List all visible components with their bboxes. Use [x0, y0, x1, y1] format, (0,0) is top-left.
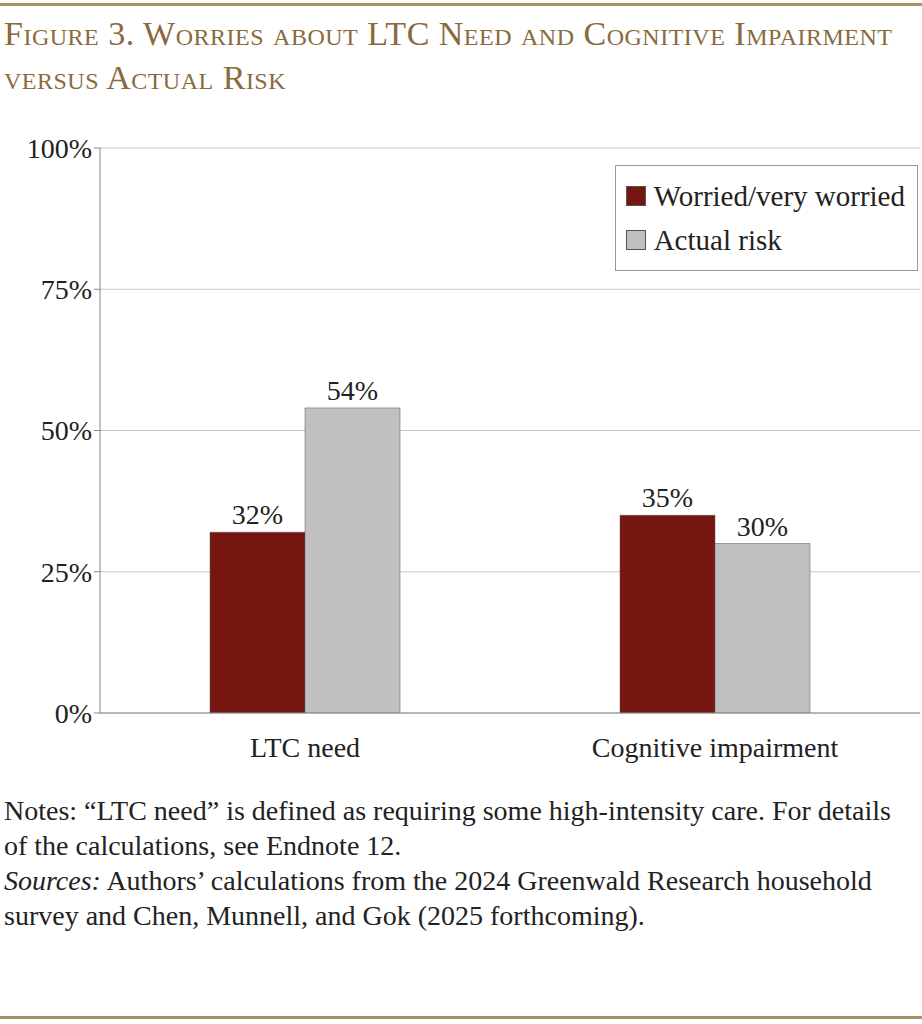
svg-text:75%: 75%	[41, 274, 92, 305]
svg-text:25%: 25%	[41, 557, 92, 588]
svg-text:32%: 32%	[232, 499, 283, 530]
svg-text:0%: 0%	[55, 698, 92, 729]
svg-text:Cognitive impairment: Cognitive impairment	[592, 732, 839, 763]
html-text:Worried/very worried: Worried/very worried	[653, 180, 905, 212]
svg-text:100%: 100%	[27, 133, 92, 164]
html-text:Actual risk: Actual risk	[653, 224, 782, 256]
html-text:Notes: “LTC need” is defined a: Notes: “LTC need” is defined as requirin…	[4, 795, 891, 861]
svg-text:50%: 50%	[41, 415, 92, 446]
html-text:Figure 3. Worries about LTC Ne: Figure 3. Worries about LTC Need and Cog…	[4, 15, 893, 96]
svg-text:35%: 35%	[642, 482, 693, 513]
svg-text:LTC need: LTC need	[250, 732, 360, 763]
svg-text:30%: 30%	[737, 511, 788, 542]
html-text:Sources: Authors’ calculations: Sources: Authors’ calculations from the …	[4, 865, 872, 931]
svg-text:54%: 54%	[327, 375, 378, 406]
